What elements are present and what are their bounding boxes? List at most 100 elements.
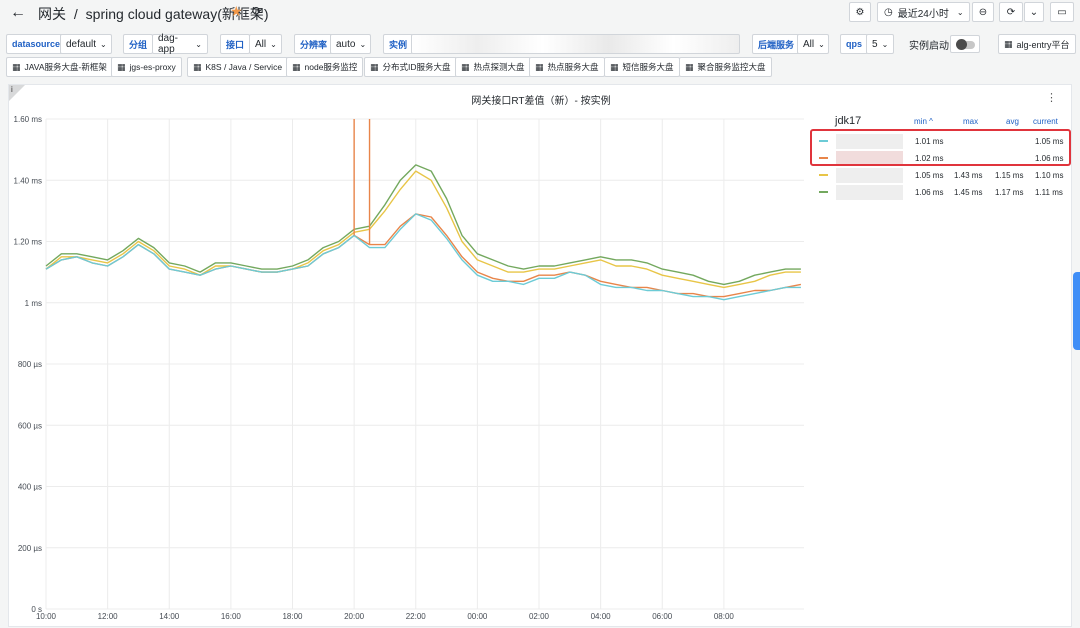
datasource-value: default: [66, 38, 97, 50]
legend-current: 1.06 ms: [1035, 154, 1064, 163]
dashboard-link-label: JAVA服务大盘-新框架: [24, 62, 107, 72]
y-tick-label: 800 µs: [18, 360, 42, 369]
var-label-instance: 实例: [383, 34, 414, 54]
y-tick-label: 1.20 ms: [14, 238, 42, 247]
legend-col-min[interactable]: min ^: [914, 117, 933, 126]
time-range-picker[interactable]: ◷ 最近24小时 ⌄: [877, 2, 970, 22]
y-tick-label: 600 µs: [18, 421, 42, 430]
tv-mode-icon[interactable]: ▭: [1050, 2, 1074, 22]
x-tick-label: 18:00: [282, 612, 303, 621]
legend-current: 1.10 ms: [1035, 171, 1064, 180]
legend-row[interactable]: 1.01 ms 1.05 ms: [809, 133, 1071, 149]
dashboard-link[interactable]: ▦ 热点服务大盘: [529, 57, 605, 77]
group-select[interactable]: dag-app ⌄: [152, 33, 208, 55]
line-chart[interactable]: 0 s 200 µs 400 µs 600 µs 800 µs 1 ms 1.20 ms 1.…: [9, 85, 809, 628]
interface-select[interactable]: All ⌄: [249, 34, 282, 54]
legend-min: 1.06 ms: [915, 188, 944, 197]
grid-icon: ▦: [1004, 38, 1013, 49]
legend-current: 1.05 ms: [1035, 137, 1064, 146]
chart-panel: i 网关接口RT差值（新）- 按实例 ⋮ 0 s 200 µs 400 µs 600 …: [8, 84, 1072, 627]
chevron-down-icon: ⌄: [359, 39, 367, 49]
grid-icon: ▦: [461, 61, 470, 72]
y-tick-label: 400 µs: [18, 483, 42, 492]
side-drawer-tab[interactable]: [1073, 272, 1080, 350]
legend-col-max[interactable]: max: [963, 117, 979, 126]
var-label-resolution: 分辨率: [294, 34, 334, 54]
panel-title[interactable]: 网关接口RT差值（新）- 按实例: [471, 96, 611, 107]
dashboard-title[interactable]: spring cloud gateway(新框架): [85, 6, 269, 22]
var-label-qps: qps: [840, 34, 869, 54]
y-tick-label: 1.40 ms: [14, 176, 42, 185]
grid-icon: ▦: [292, 61, 301, 72]
panel-info-corner[interactable]: [9, 85, 25, 101]
dashboard-link[interactable]: ▦ JAVA服务大盘-新框架: [6, 57, 113, 77]
legend-col-current[interactable]: current: [1033, 117, 1058, 126]
share-icon[interactable]: ⟳: [252, 4, 263, 18]
grid-icon: ▦: [370, 61, 379, 72]
var-label-interface: 接口: [220, 34, 251, 54]
qps-value: 5: [872, 38, 878, 50]
star-icon[interactable]: ★: [230, 3, 243, 19]
info-icon[interactable]: i: [11, 85, 13, 94]
panel-menu-icon[interactable]: ⋮: [1046, 92, 1057, 104]
instance-input[interactable]: [411, 34, 740, 54]
grid-icon: ▦: [193, 61, 202, 72]
chevron-down-icon: ⌄: [195, 39, 202, 49]
settings-gear-icon[interactable]: ⚙: [849, 2, 871, 22]
instance-start-toggle[interactable]: [950, 35, 980, 53]
grid-icon: ▦: [685, 61, 694, 72]
legend-max: 1.43 ms: [954, 171, 983, 180]
resolution-select[interactable]: auto ⌄: [330, 34, 371, 54]
y-tick-label: 1.60 ms: [14, 115, 42, 124]
dashboard-link[interactable]: ▦ 分布式ID服务大盘: [364, 57, 457, 77]
grid-icon: ▦: [610, 61, 619, 72]
refresh-icon[interactable]: ⟳: [999, 2, 1023, 22]
toggle-knob: [956, 39, 967, 50]
x-tick-label: 00:00: [467, 612, 488, 621]
dashboard-link-label: K8S / Java / Service: [205, 62, 283, 72]
series-line-3: [45, 213, 801, 301]
dashboard-link[interactable]: ▦ node服务监控: [286, 57, 364, 77]
chevron-down-icon: ⌄: [818, 39, 825, 49]
legend-col-avg[interactable]: avg: [1006, 117, 1019, 126]
x-tick-label: 02:00: [529, 612, 550, 621]
legend-series-name-redacted: [836, 185, 903, 200]
dashboard-link-label: 热点探测大盘: [473, 62, 525, 72]
legend-avg: 1.15 ms: [995, 171, 1024, 180]
group-value: dag-app: [158, 33, 179, 55]
dashboard-link-label: 热点服务大盘: [547, 62, 599, 72]
refresh-interval-chevron-icon[interactable]: ⌄: [1024, 2, 1044, 22]
dashboard-link[interactable]: ▦ 热点探测大盘: [455, 57, 531, 77]
breadcrumb: 网关 / spring cloud gateway(新框架): [38, 4, 269, 24]
dashboard-link-label: 分布式ID服务大盘: [382, 62, 451, 72]
dashboard-link-label: jgs-es-proxy: [129, 62, 176, 72]
backend-value: All: [803, 38, 815, 50]
x-tick-label: 20:00: [344, 612, 365, 621]
legend-row[interactable]: 1.02 ms 1.06 ms: [809, 150, 1071, 166]
legend-swatch: [819, 191, 828, 193]
chevron-down-icon: ⌄: [270, 39, 277, 49]
back-arrow-icon[interactable]: ←: [10, 4, 26, 21]
dashboard-link[interactable]: ▦ jgs-es-proxy: [111, 57, 182, 77]
legend-series-name-redacted: [836, 134, 903, 149]
zoom-out-icon[interactable]: ⊖: [972, 2, 994, 22]
qps-select[interactable]: 5 ⌄: [866, 34, 894, 54]
var-label-group: 分组: [123, 34, 154, 54]
y-tick-label: 0 s: [31, 605, 42, 614]
dashboard-link[interactable]: ▦ 短信服务大盘: [604, 57, 680, 77]
legend-min: 1.01 ms: [915, 137, 944, 146]
backend-select[interactable]: All ⌄: [797, 34, 829, 54]
legend-row[interactable]: 1.06 ms 1.45 ms 1.17 ms 1.11 ms: [809, 184, 1071, 200]
breadcrumb-folder[interactable]: 网关: [38, 6, 66, 22]
legend-row[interactable]: 1.05 ms 1.43 ms 1.15 ms 1.10 ms: [809, 167, 1071, 183]
dashboard-link-label: node服务监控: [304, 62, 358, 72]
alg-entry-link[interactable]: ▦ alg-entry平台: [998, 34, 1076, 54]
legend-avg: 1.17 ms: [995, 188, 1024, 197]
dashboard-link[interactable]: ▦ K8S / Java / Service: [187, 57, 289, 77]
datasource-select[interactable]: default ⌄: [60, 34, 112, 54]
dashboard-link[interactable]: ▦ 聚合服务监控大盘: [679, 57, 772, 77]
chevron-down-icon: ⌄: [881, 39, 889, 49]
legend-swatch: [819, 174, 828, 176]
clock-icon: ◷: [884, 6, 893, 18]
x-tick-label: 22:00: [406, 612, 427, 621]
